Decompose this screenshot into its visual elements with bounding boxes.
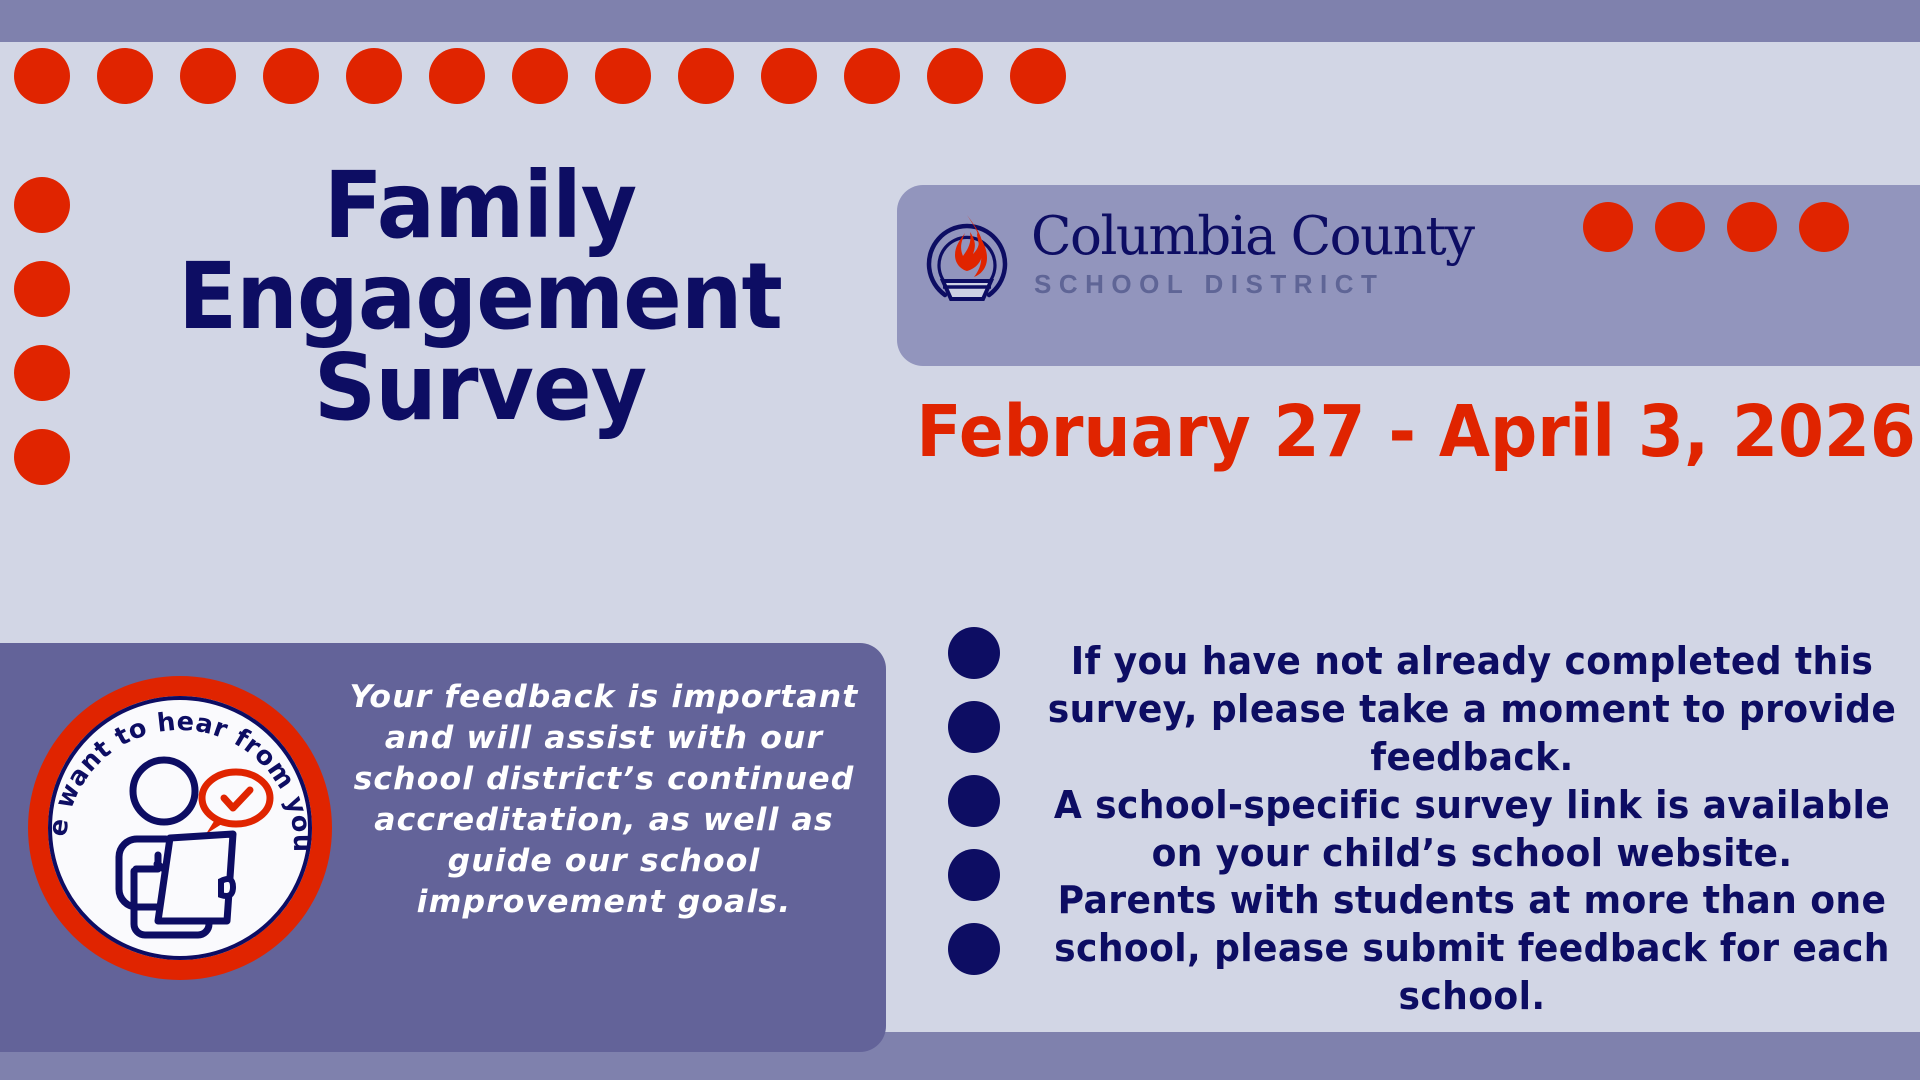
top-frame-bar [0, 0, 1920, 42]
decor-dot [429, 48, 485, 104]
district-name: Columbia County [1031, 206, 1475, 268]
district-logo-panel: Columbia County SCHOOL DISTRICT [897, 185, 1920, 366]
decor-dot [14, 429, 70, 485]
district-subtitle: SCHOOL DISTRICT [1034, 268, 1385, 299]
decor-dot [1010, 48, 1066, 104]
page-title-line-2: Engagement [178, 243, 783, 351]
decor-dot [14, 345, 70, 401]
decor-dot [180, 48, 236, 104]
poster-stage: Family Engagement Survey Columb [0, 42, 1920, 1052]
decor-dot [14, 261, 70, 317]
district-logo: Columbia County SCHOOL DISTRICT [921, 199, 1475, 311]
decor-dot-navy [948, 849, 1000, 901]
decor-dot [927, 48, 983, 104]
we-want-to-hear-from-you-badge: We want to hear from you! [6, 645, 340, 988]
decor-dot [14, 48, 70, 104]
feedback-importance-text: Your feedback is important and will assi… [349, 679, 859, 920]
decor-dot [1727, 202, 1777, 252]
page-title: Family Engagement Survey [113, 152, 846, 442]
decor-dot-navy [948, 627, 1000, 679]
torch-flame-icon [921, 199, 1013, 311]
decor-dot-navy [948, 701, 1000, 753]
survey-instructions: If you have not already completed this s… [1045, 638, 1900, 1021]
decor-dot [595, 48, 651, 104]
decor-dot [512, 48, 568, 104]
decor-dot [678, 48, 734, 104]
decor-dot-navy [948, 923, 1000, 975]
survey-instruction-paragraph: A school-specific survey link is availab… [1053, 782, 1891, 875]
decor-dot [263, 48, 319, 104]
decor-dot [97, 48, 153, 104]
decor-dot [346, 48, 402, 104]
decor-dot-navy [948, 775, 1000, 827]
page-title-line-1: Family [323, 152, 637, 259]
district-logo-wordmark: Columbia County SCHOOL DISTRICT [1031, 206, 1475, 299]
page-title-line-3: Survey [313, 334, 647, 442]
survey-instruction-paragraph: If you have not already completed this s… [1047, 639, 1897, 779]
date-range: February 27 - April 3, 2026 [916, 390, 1916, 473]
decor-dot [1655, 202, 1705, 252]
feedback-importance-card: We want to hear from you! [0, 643, 886, 1052]
survey-instruction-paragraph: Parents with students at more than one s… [1054, 878, 1890, 1019]
decor-dot [1799, 202, 1849, 252]
decor-dot [844, 48, 900, 104]
decor-dot [761, 48, 817, 104]
decor-dot [14, 177, 70, 233]
decor-dot-row-logo-panel [897, 185, 1920, 366]
decor-dot [1583, 202, 1633, 252]
